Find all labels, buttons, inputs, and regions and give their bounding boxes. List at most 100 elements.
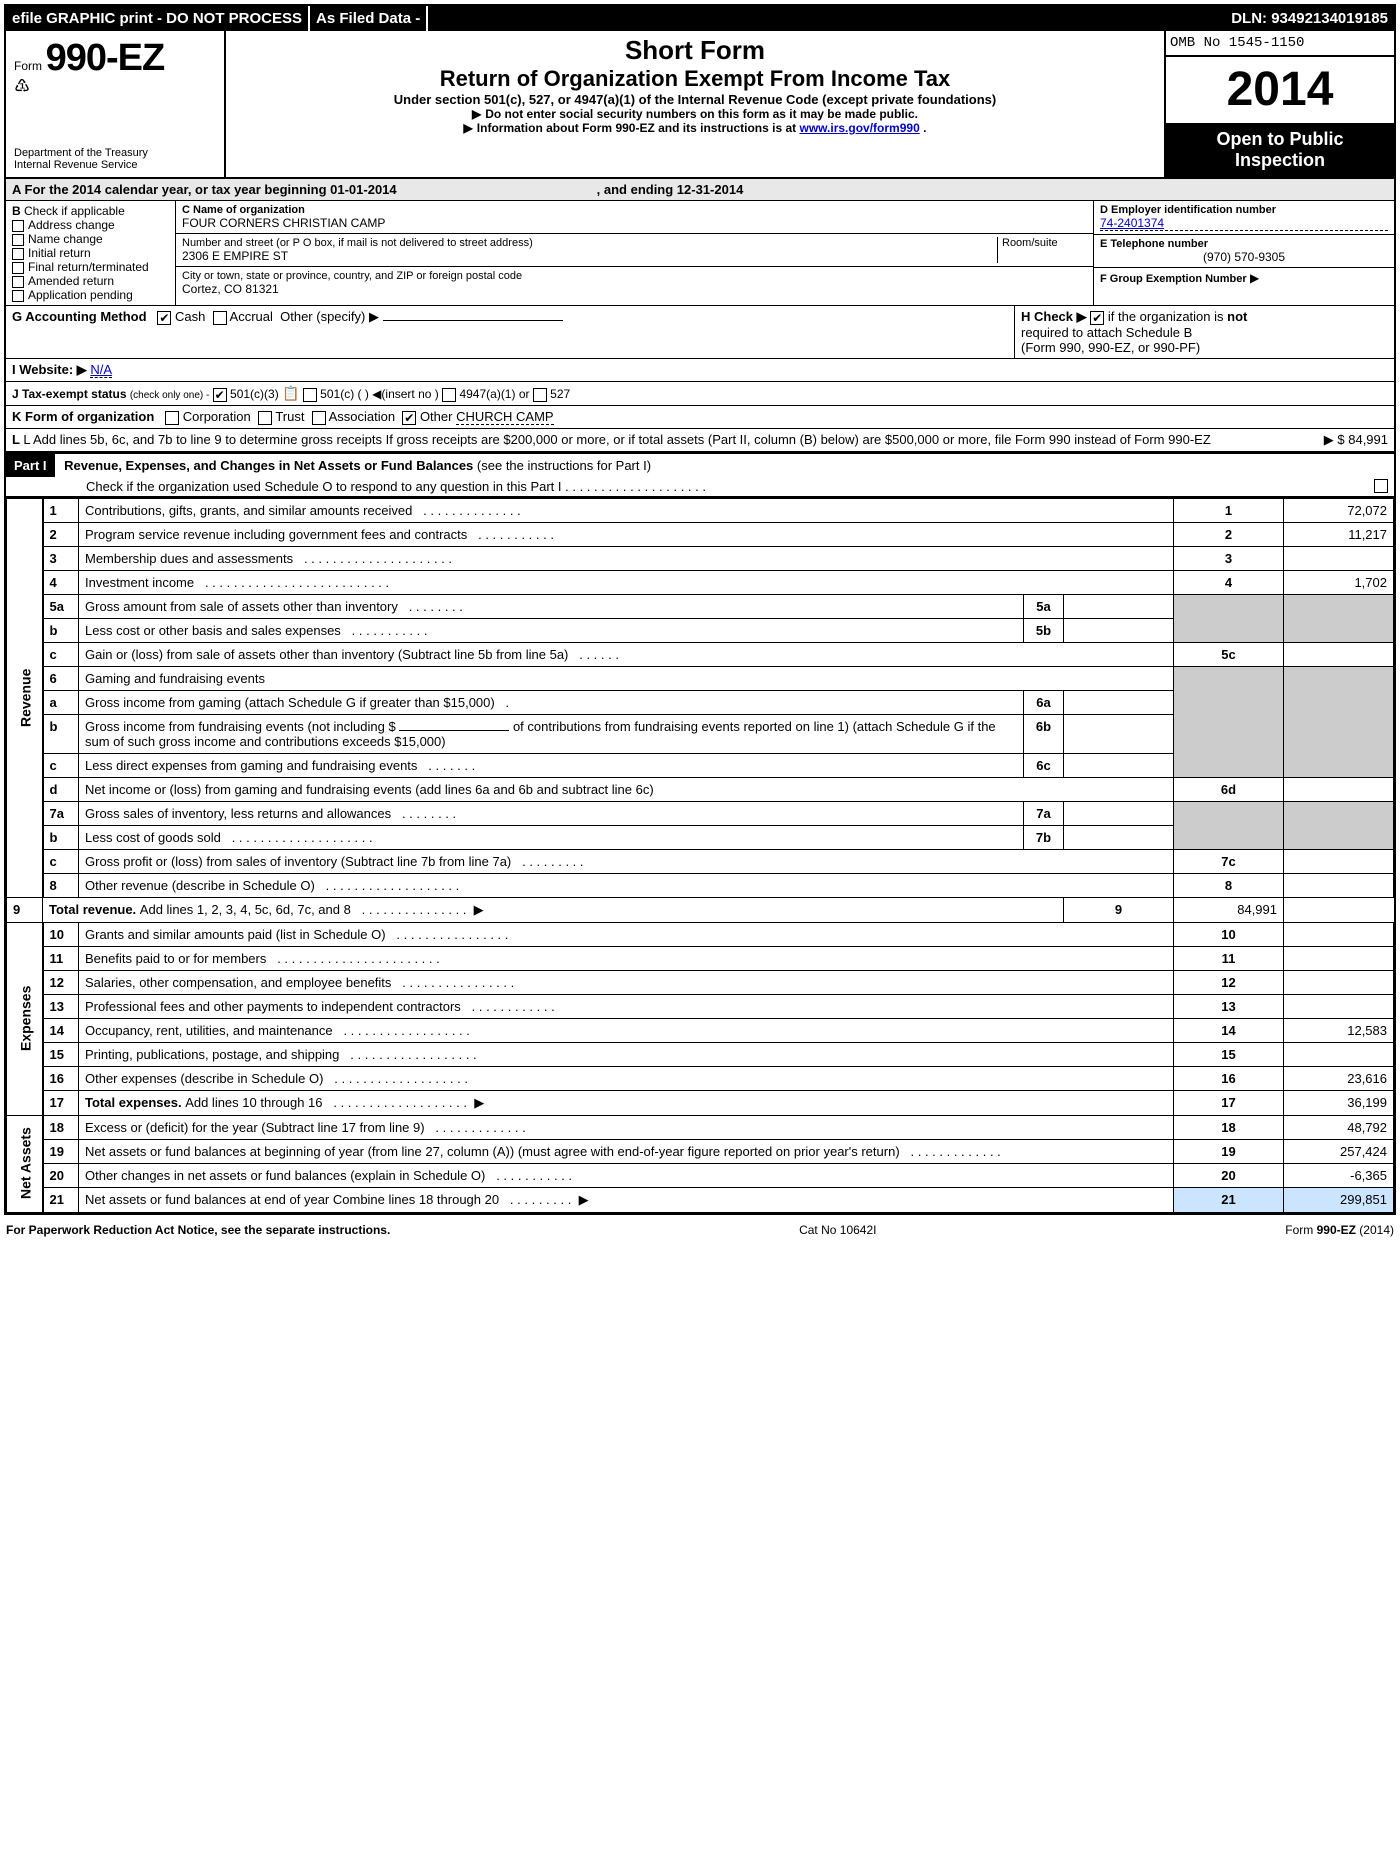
schedule-icon[interactable]: 📋 bbox=[282, 385, 299, 401]
amt-3 bbox=[1284, 546, 1394, 570]
cb-initial-return[interactable] bbox=[12, 248, 24, 260]
amt-16: 23,616 bbox=[1284, 1066, 1394, 1090]
cb-501c3[interactable]: ✔ bbox=[213, 388, 227, 402]
g-accrual: Accrual bbox=[230, 309, 273, 324]
open-public: Open to Public Inspection bbox=[1166, 123, 1394, 177]
j-501c: 501(c) ( ) ◀(insert no ) bbox=[320, 387, 439, 401]
j-527: 527 bbox=[550, 387, 570, 401]
cb-trust[interactable] bbox=[258, 411, 272, 425]
cb-corp[interactable] bbox=[165, 411, 179, 425]
footer-left: For Paperwork Reduction Act Notice, see … bbox=[6, 1223, 390, 1237]
cb-other[interactable]: ✔ bbox=[402, 411, 416, 425]
g-cash: Cash bbox=[175, 309, 205, 324]
amt-15 bbox=[1284, 1042, 1394, 1066]
recycle-icon: ♳ bbox=[14, 76, 216, 97]
cb-final-return[interactable] bbox=[12, 262, 24, 274]
gh-row: G Accounting Method ✔ Cash Accrual Other… bbox=[6, 306, 1394, 359]
tax-year: 2014 bbox=[1166, 57, 1394, 123]
cb-h[interactable]: ✔ bbox=[1090, 311, 1104, 325]
addr-label: Number and street (or P O box, if mail i… bbox=[182, 237, 997, 249]
line-18: Net Assets 18 Excess or (deficit) for th… bbox=[7, 1115, 1394, 1139]
line-10: Expenses 10 Grants and similar amounts p… bbox=[7, 922, 1394, 946]
cb-amended-return[interactable] bbox=[12, 276, 24, 288]
cb-527[interactable] bbox=[533, 388, 547, 402]
l-row: L L Add lines 5b, 6c, and 7b to line 9 t… bbox=[6, 429, 1394, 452]
amt-21: 299,851 bbox=[1284, 1187, 1394, 1212]
org-name-block: C Name of organization FOUR CORNERS CHRI… bbox=[176, 201, 1093, 234]
line-2: 2 Program service revenue including gove… bbox=[7, 522, 1394, 546]
top-bar: efile GRAPHIC print - DO NOT PROCESS As … bbox=[6, 6, 1394, 31]
bi-5: Application pending bbox=[28, 288, 133, 302]
line-16: 16 Other expenses (describe in Schedule … bbox=[7, 1066, 1394, 1090]
cb-address-change[interactable] bbox=[12, 220, 24, 232]
side-netassets: Net Assets bbox=[7, 1115, 43, 1212]
line-5a: 5a Gross amount from sale of assets othe… bbox=[7, 594, 1394, 618]
col-c: C Name of organization FOUR CORNERS CHRI… bbox=[176, 201, 1094, 305]
amt-4: 1,702 bbox=[1284, 570, 1394, 594]
cb-501c[interactable] bbox=[303, 388, 317, 402]
addr-value: 2306 E EMPIRE ST bbox=[182, 249, 997, 263]
form-title: Return of Organization Exempt From Incom… bbox=[236, 66, 1154, 92]
line-6: 6 Gaming and fundraising events bbox=[7, 666, 1394, 690]
l-amount: $ 84,991 bbox=[1337, 432, 1388, 447]
h-text1: H Check ▶ bbox=[1021, 309, 1087, 324]
cb-accrual[interactable] bbox=[213, 311, 227, 325]
cb-name-change[interactable] bbox=[12, 234, 24, 246]
side-expenses: Expenses bbox=[7, 922, 43, 1115]
k-assoc: Association bbox=[329, 409, 395, 424]
phone-value: (970) 570-9305 bbox=[1100, 250, 1388, 264]
bi-3: Final return/terminated bbox=[28, 260, 149, 274]
amt-10 bbox=[1284, 922, 1394, 946]
amt-12 bbox=[1284, 970, 1394, 994]
note-info-post: . bbox=[923, 121, 926, 135]
dept-line-1: Department of the Treasury bbox=[14, 147, 216, 159]
ein-value[interactable]: 74-2401374 bbox=[1100, 216, 1388, 231]
col-b: B Check if applicable Address change Nam… bbox=[6, 201, 176, 305]
h-not: not bbox=[1227, 309, 1247, 324]
j-row: J Tax-exempt status (check only one) - ✔… bbox=[6, 382, 1394, 406]
cb-application-pending[interactable] bbox=[12, 290, 24, 302]
amt-7c bbox=[1284, 849, 1394, 873]
part1-title: Revenue, Expenses, and Changes in Net As… bbox=[58, 454, 657, 477]
6b-amount-blank[interactable] bbox=[399, 730, 509, 731]
g-other-blank[interactable] bbox=[383, 320, 563, 321]
part1-sub-row: Check if the organization used Schedule … bbox=[6, 477, 1394, 496]
form-number: 990-EZ bbox=[46, 37, 165, 79]
amt-7b bbox=[1064, 825, 1174, 849]
inspect-2: Inspection bbox=[1170, 150, 1390, 171]
line-3: 3 Membership dues and assessments . . . … bbox=[7, 546, 1394, 570]
cb-assoc[interactable] bbox=[312, 411, 326, 425]
i-label: I Website: ▶ bbox=[12, 362, 87, 377]
k-trust: Trust bbox=[275, 409, 304, 424]
j-note: (check only one) - bbox=[130, 390, 209, 401]
dept-line-2: Internal Revenue Service bbox=[14, 159, 216, 171]
line-17: 17 Total expenses. Add lines 10 through … bbox=[7, 1090, 1394, 1115]
line-6d: d Net income or (loss) from gaming and f… bbox=[7, 777, 1394, 801]
b-text: Check if applicable bbox=[24, 204, 125, 218]
line-8: 8 Other revenue (describe in Schedule O)… bbox=[7, 873, 1394, 897]
amt-6d bbox=[1284, 777, 1394, 801]
j-4947: 4947(a)(1) or bbox=[459, 387, 529, 401]
form-subtitle: Under section 501(c), 527, or 4947(a)(1)… bbox=[236, 92, 1154, 107]
note-ssn: Do not enter social security numbers on … bbox=[236, 107, 1154, 121]
cb-4947[interactable] bbox=[442, 388, 456, 402]
short-form-heading: Short Form bbox=[236, 35, 1154, 66]
form-page: efile GRAPHIC print - DO NOT PROCESS As … bbox=[4, 4, 1396, 1215]
d-block: D Employer identification number 74-2401… bbox=[1094, 201, 1394, 235]
website-value[interactable]: N/A bbox=[90, 362, 112, 378]
k-corp: Corporation bbox=[183, 409, 251, 424]
efile-label: efile GRAPHIC print - DO NOT PROCESS bbox=[6, 6, 310, 31]
cb-schedule-o[interactable] bbox=[1374, 479, 1388, 493]
irs-link[interactable]: www.irs.gov/form990 bbox=[799, 121, 919, 135]
line-12: 12 Salaries, other compensation, and emp… bbox=[7, 970, 1394, 994]
amt-11 bbox=[1284, 946, 1394, 970]
k-label: K Form of organization bbox=[12, 409, 154, 424]
omb-number: OMB No 1545-1150 bbox=[1166, 31, 1394, 57]
f-arrow: ▶ bbox=[1250, 271, 1259, 285]
footer-right: Form 990-EZ (2014) bbox=[1285, 1223, 1394, 1237]
amt-7a bbox=[1064, 801, 1174, 825]
amt-2: 11,217 bbox=[1284, 522, 1394, 546]
amt-9: 84,991 bbox=[1174, 897, 1284, 922]
e-label: E Telephone number bbox=[1100, 238, 1388, 250]
cb-cash[interactable]: ✔ bbox=[157, 311, 171, 325]
